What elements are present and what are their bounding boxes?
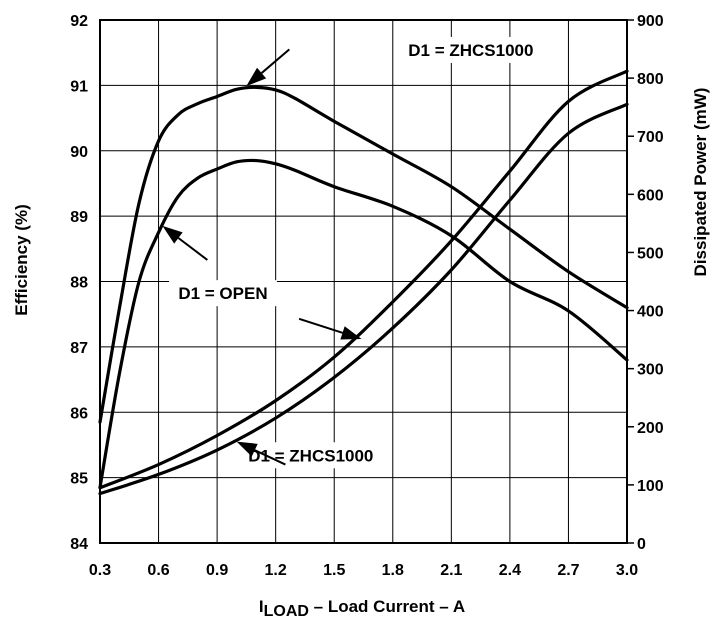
- y-right-tick-label: 0: [637, 536, 646, 553]
- y-left-tick-label: 89: [70, 209, 88, 226]
- annotation-arrow-head: [162, 225, 183, 244]
- annotation-label: D1 = OPEN: [178, 284, 267, 303]
- annotation-arrow-shaft: [177, 237, 208, 261]
- annotation-arrow-shaft: [254, 449, 286, 466]
- x-axis-title-main: I: [259, 597, 264, 616]
- x-tick-label: 2.1: [440, 562, 462, 579]
- series-line-3: [98, 102, 629, 496]
- x-tick-label: 1.8: [382, 562, 404, 579]
- y-right-tick-label: 600: [637, 187, 664, 204]
- series-line-1: [98, 158, 629, 490]
- x-tick-label: 0.6: [147, 562, 169, 579]
- y-right-axis-title: Dissipated Power (mW): [691, 88, 710, 277]
- y-right-tick-label: 300: [637, 362, 664, 379]
- x-axis-title-rest: – Load Current – A: [309, 597, 465, 616]
- x-tick-label: 0.9: [206, 562, 228, 579]
- annotations: D1 = ZHCS1000 D1 = OPEN D1 = ZHCS1000: [162, 36, 546, 469]
- y-left-tick-label: 90: [70, 144, 88, 161]
- series-group: [98, 69, 629, 496]
- annotation-arrow-shaft: [298, 317, 343, 334]
- y-right-tick-label: 900: [637, 13, 664, 30]
- y-left-tick-label: 87: [70, 340, 88, 357]
- annotation-arrow-shaft: [260, 48, 290, 74]
- annotation-label: D1 = ZHCS1000: [408, 41, 533, 60]
- annotation-label: D1 = ZHCS1000: [248, 446, 373, 465]
- y-right-tick-label: 500: [637, 245, 664, 262]
- tick-labels: 0.3 0.6 0.9 1.2 1.5 1.8 2.1 2.4 2.7 3.0 84 85 86 87 88…: [70, 13, 664, 579]
- y-left-axis-title: Efficiency (%): [12, 204, 31, 315]
- y-right-tick-label: 400: [637, 304, 664, 321]
- annotation-label-bg: [396, 36, 546, 63]
- annotation-arrow-head: [246, 67, 267, 87]
- y-right-tick-label: 800: [637, 71, 664, 88]
- series-line-2: [98, 69, 629, 490]
- y-left-tick-label: 88: [70, 275, 88, 292]
- y-left-tick-label: 92: [70, 13, 88, 30]
- x-axis-title: ILOAD – Load Current – A: [259, 597, 465, 620]
- x-axis-title-subscript: LOAD: [264, 603, 309, 620]
- x-tick-label: 3.0: [616, 562, 638, 579]
- x-tick-label: 1.5: [323, 562, 345, 579]
- y-right-tick-label: 100: [637, 478, 664, 495]
- y-right-tick-label: 200: [637, 420, 664, 437]
- y-left-tick-label: 84: [70, 536, 88, 553]
- y-right-tick-label: 700: [637, 129, 664, 146]
- x-tick-label: 0.3: [89, 562, 111, 579]
- y-left-tick-label: 86: [70, 405, 88, 422]
- annotation-label-bg: [169, 280, 277, 307]
- annotation-label-bg: [236, 442, 386, 469]
- x-tick-label: 2.7: [557, 562, 579, 579]
- annotation-arrow-head: [236, 441, 258, 457]
- series-line-0: [98, 85, 629, 424]
- x-tick-label: 1.2: [265, 562, 287, 579]
- annotation-arrow-head: [340, 326, 362, 340]
- y-left-tick-label: 91: [70, 78, 88, 95]
- y-left-tick-label: 85: [70, 471, 88, 488]
- x-tick-label: 2.4: [499, 562, 521, 579]
